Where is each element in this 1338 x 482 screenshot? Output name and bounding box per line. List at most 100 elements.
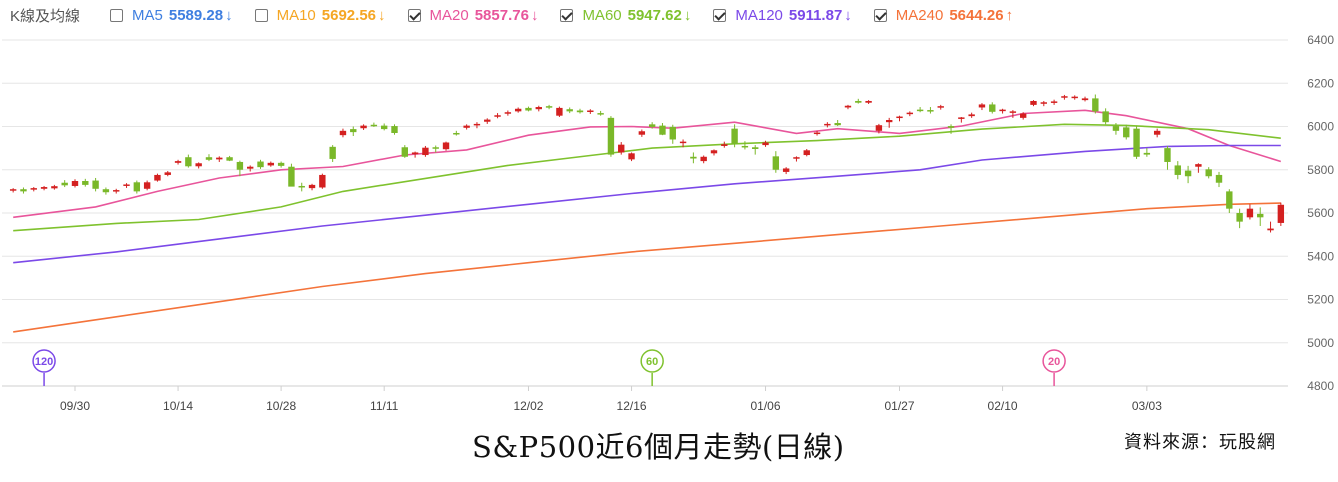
marker-label: 20 bbox=[1048, 356, 1060, 368]
candle-body bbox=[453, 132, 460, 135]
candle-body bbox=[391, 126, 398, 133]
candle bbox=[824, 122, 831, 128]
candle bbox=[484, 118, 491, 124]
candle bbox=[494, 113, 501, 119]
candle bbox=[1050, 99, 1058, 105]
candle bbox=[782, 167, 790, 175]
legend-item-ma120[interactable]: MA120 5911.87 ↓ bbox=[713, 7, 852, 24]
candle-body bbox=[906, 112, 914, 115]
candle bbox=[968, 112, 975, 118]
candle-body bbox=[1102, 111, 1109, 123]
ma5-checkbox[interactable] bbox=[110, 8, 124, 22]
candle-body bbox=[937, 106, 944, 108]
candle bbox=[453, 130, 460, 136]
candle bbox=[473, 122, 481, 129]
candle-body bbox=[154, 174, 161, 181]
legend-item-ma20[interactable]: MA20 5857.76 ↓ bbox=[407, 6, 538, 24]
candle bbox=[277, 161, 285, 168]
candle-body bbox=[308, 184, 316, 189]
y-tick-label-6000: 6000 bbox=[1307, 120, 1334, 134]
x-tick-label-11/11: 11/11 bbox=[370, 399, 399, 413]
candle bbox=[1246, 204, 1254, 220]
candle bbox=[92, 177, 99, 192]
candle-body bbox=[288, 166, 295, 187]
candle bbox=[659, 123, 666, 136]
candle-body bbox=[875, 125, 883, 131]
legend-title: K線及均線 bbox=[10, 7, 81, 25]
candle bbox=[391, 124, 398, 135]
candle-body bbox=[587, 110, 594, 112]
candle-body bbox=[803, 150, 810, 156]
candle-body bbox=[1153, 130, 1161, 135]
candle bbox=[113, 188, 120, 194]
ma10-checkbox[interactable] bbox=[254, 8, 268, 22]
candle-body bbox=[1133, 128, 1140, 157]
candle-body bbox=[113, 190, 120, 192]
candle bbox=[380, 123, 388, 131]
candle bbox=[1195, 163, 1202, 173]
candle bbox=[896, 115, 903, 122]
candle bbox=[329, 145, 336, 162]
candle bbox=[339, 128, 347, 138]
ma120-checkbox[interactable] bbox=[713, 8, 727, 22]
candle-body bbox=[380, 125, 388, 130]
ma20-checkbox[interactable] bbox=[407, 8, 421, 22]
candle bbox=[710, 149, 718, 156]
candle-body bbox=[1195, 164, 1202, 167]
candle-body bbox=[865, 100, 872, 103]
candle-body bbox=[123, 184, 130, 186]
candle bbox=[741, 141, 749, 150]
candle bbox=[257, 159, 264, 169]
y-axis: 6400 6200 6000 5800 5600 5400 5200 5000 4800 bbox=[1307, 33, 1334, 393]
candle bbox=[1184, 165, 1192, 184]
ma240-checkbox[interactable] bbox=[873, 8, 887, 22]
candle bbox=[906, 111, 914, 117]
candle-body bbox=[566, 109, 573, 112]
candle bbox=[999, 108, 1006, 114]
candle bbox=[1071, 95, 1078, 100]
y-tick-label-5600: 5600 bbox=[1307, 206, 1334, 220]
ma60-checkbox[interactable] bbox=[560, 8, 574, 22]
candle-body bbox=[267, 162, 275, 166]
candle bbox=[143, 180, 151, 191]
candle bbox=[855, 98, 862, 104]
candle-body bbox=[556, 107, 563, 116]
candle bbox=[916, 107, 924, 113]
legend-item-ma60[interactable]: MA60 5947.62 ↓ bbox=[560, 7, 691, 24]
candlestick-chart: 6400 6200 6000 5800 5600 5400 5200 5000 4800 09/… bbox=[2, 33, 1334, 413]
candle bbox=[308, 183, 316, 191]
candle-body bbox=[257, 161, 264, 168]
candle-body bbox=[1112, 126, 1120, 131]
candle bbox=[772, 151, 780, 173]
candle bbox=[82, 178, 89, 187]
candle bbox=[504, 110, 512, 116]
candle-body bbox=[422, 147, 429, 156]
candle-body bbox=[1123, 127, 1130, 138]
candle-body bbox=[1019, 113, 1027, 118]
candle-body bbox=[71, 180, 79, 186]
candle-body bbox=[185, 157, 192, 167]
candle bbox=[205, 154, 213, 162]
marker-120: 120 bbox=[32, 349, 56, 386]
x-tick-label-02/10: 02/10 bbox=[988, 399, 1018, 413]
candle bbox=[1215, 171, 1223, 188]
marker-circle bbox=[1042, 349, 1066, 373]
candle-body bbox=[978, 104, 986, 108]
candle-body bbox=[20, 189, 27, 192]
candle bbox=[514, 107, 522, 113]
candle-body bbox=[1081, 98, 1089, 101]
candle bbox=[226, 155, 233, 162]
candle-body bbox=[793, 157, 800, 159]
candle bbox=[1153, 128, 1161, 138]
candle-body bbox=[1071, 96, 1078, 99]
candle bbox=[566, 107, 573, 114]
ma20-value: 5857.76 bbox=[474, 6, 529, 24]
candle bbox=[886, 117, 893, 128]
legend-item-ma5[interactable]: MA5 5589.28 ↓ bbox=[110, 7, 233, 24]
legend-item-ma10[interactable]: MA10 5692.56 ↓ bbox=[254, 7, 386, 24]
candle bbox=[1143, 148, 1151, 157]
legend-item-ma240[interactable]: MA240 5644.26 ↑ bbox=[873, 6, 1013, 24]
ma240-label: MA240 bbox=[895, 6, 944, 24]
marker-circle bbox=[640, 349, 664, 373]
candle-body bbox=[1174, 165, 1181, 175]
